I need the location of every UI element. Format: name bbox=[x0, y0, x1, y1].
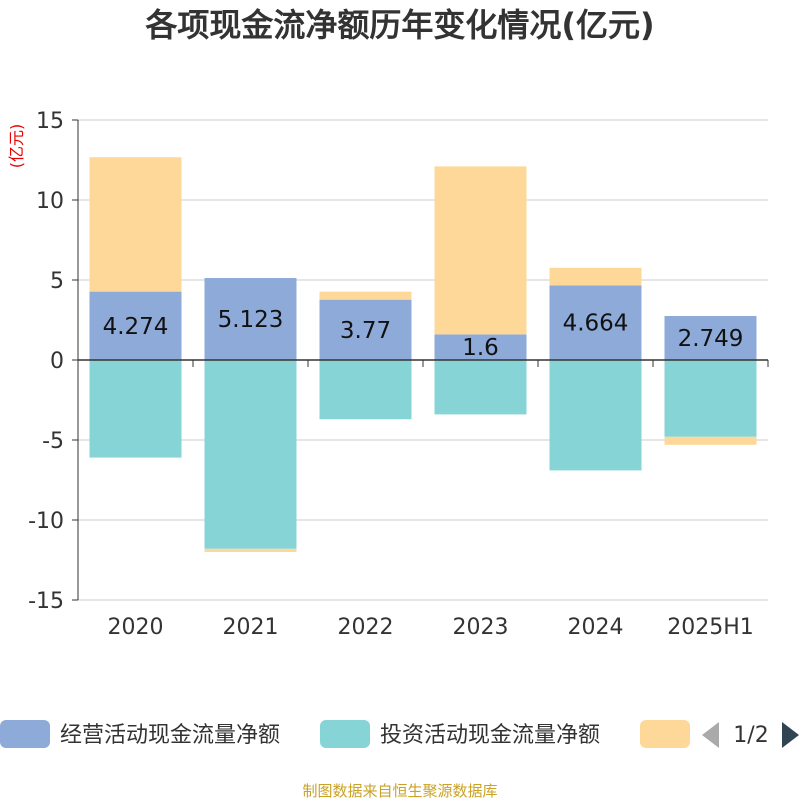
source-note: 制图数据来自恒生聚源数据库 bbox=[302, 782, 497, 800]
y-axis-unit-label: (亿元) bbox=[7, 124, 26, 169]
x-tick-label: 2024 bbox=[568, 615, 624, 640]
data-label: 5.123 bbox=[218, 307, 284, 333]
legend-swatch[interactable] bbox=[640, 720, 690, 748]
data-label: 3.77 bbox=[340, 318, 391, 344]
y-tick-label: 0 bbox=[50, 349, 64, 374]
bar-series2-2025H1 bbox=[664, 360, 757, 437]
legend-page-indicator: 1/2 bbox=[733, 723, 768, 748]
bar-series1-2023 bbox=[434, 334, 527, 360]
data-label: 1.6 bbox=[462, 335, 499, 361]
bar-series1-2022 bbox=[319, 299, 412, 360]
x-tick-label: 2023 bbox=[453, 615, 509, 640]
triangle-right-icon[interactable] bbox=[782, 722, 799, 748]
legend-swatch[interactable] bbox=[0, 720, 50, 748]
bar-series2-2020 bbox=[89, 360, 182, 458]
x-tick-label: 2021 bbox=[223, 615, 279, 640]
chart-title: 各项现金流净额历年变化情况(亿元) bbox=[145, 6, 654, 44]
grid-lines bbox=[78, 119, 768, 601]
bar-series3-2021 bbox=[204, 548, 297, 552]
bar-series1-2025H1 bbox=[664, 316, 757, 360]
bar-series2-2024 bbox=[549, 360, 642, 471]
bar-series2-2022 bbox=[319, 360, 412, 420]
data-label: 2.749 bbox=[678, 326, 744, 352]
y-tick-label: 15 bbox=[36, 109, 64, 134]
legend-swatch[interactable] bbox=[320, 720, 370, 748]
x-tick-label: 2025H1 bbox=[667, 615, 754, 640]
x-tick-label: 2022 bbox=[338, 615, 394, 640]
bar-series1-2024 bbox=[549, 285, 642, 360]
bar-series bbox=[89, 157, 757, 552]
legend-label[interactable]: 投资活动现金流量净额 bbox=[380, 723, 600, 748]
triangle-left-icon[interactable] bbox=[702, 722, 719, 748]
y-tick-label: 5 bbox=[50, 269, 64, 294]
bar-series3-2024 bbox=[549, 267, 642, 286]
data-label: 4.274 bbox=[103, 314, 169, 340]
y-tick-label: 10 bbox=[36, 189, 64, 214]
legend-label[interactable]: 经营活动现金流量净额 bbox=[60, 723, 280, 748]
data-labels: 4.274 5.123 3.77 1.6 4.664 2.749 bbox=[103, 307, 744, 361]
bar-series3-2023 bbox=[434, 166, 527, 335]
bar-series2-2023 bbox=[434, 360, 527, 415]
bar-series1-2020 bbox=[89, 291, 182, 360]
bar-series3-2025H1 bbox=[664, 436, 757, 445]
axes: 15 10 5 0 -5 -10 -15 2020 2021 2022 2023 2024 2025H1 bbox=[28, 109, 769, 640]
legend: 经营活动现金流量净额 投资活动现金流量净额 1/2 bbox=[0, 720, 799, 748]
y-tick-label: -15 bbox=[28, 589, 64, 614]
data-label: 4.664 bbox=[563, 311, 629, 337]
bar-series2-2021 bbox=[204, 360, 297, 549]
bar-series3-2022 bbox=[319, 291, 412, 300]
y-tick-label: -10 bbox=[28, 509, 64, 534]
x-tick-label: 2020 bbox=[108, 615, 164, 640]
y-tick-label: -5 bbox=[42, 429, 64, 454]
bar-series1-2021 bbox=[204, 278, 297, 360]
bar-series3-2020 bbox=[89, 157, 182, 292]
